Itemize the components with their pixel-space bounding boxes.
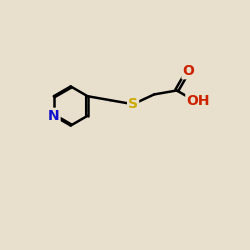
Text: N: N: [48, 109, 60, 123]
Text: O: O: [182, 64, 194, 78]
Text: OH: OH: [186, 94, 210, 108]
Text: S: S: [128, 97, 138, 111]
